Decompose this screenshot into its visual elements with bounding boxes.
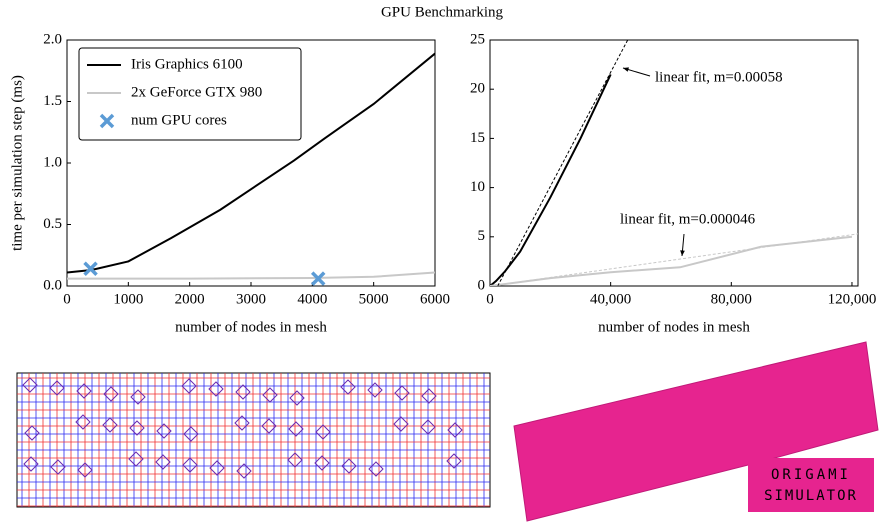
x-tick-label: 2000 (175, 291, 205, 307)
figure-title: GPU Benchmarking (381, 4, 504, 20)
crease (129, 420, 145, 436)
crease (77, 462, 93, 478)
series-line (490, 235, 853, 286)
legend-label: num GPU cores (131, 112, 227, 128)
legend-label: 2x GeForce GTX 980 (131, 84, 262, 100)
crease (128, 451, 144, 467)
x-tick-label: 80,000 (711, 291, 752, 307)
crease (49, 380, 65, 396)
legend-marker (99, 113, 115, 129)
y-tick-label: 1.5 (43, 93, 62, 109)
logo-bg (748, 458, 874, 512)
x-tick-label: 5000 (359, 291, 389, 307)
crease (183, 426, 199, 442)
logo-text: ORIGAMI (771, 467, 851, 483)
crease (262, 387, 278, 403)
legend-box (78, 47, 302, 141)
marker (310, 271, 326, 286)
y-tick-label: 2.0 (43, 31, 62, 47)
crease (209, 460, 225, 476)
crease-pattern (16, 372, 491, 508)
crease (287, 452, 303, 468)
crease (234, 415, 250, 431)
cp-border (16, 372, 491, 508)
y-tick-label: 10 (470, 179, 485, 195)
series-line (67, 52, 435, 274)
y-tick-label: 20 (470, 81, 485, 97)
crease (420, 419, 436, 435)
logo: ORIGAMI SIMULATOR (748, 458, 874, 512)
marker (83, 261, 98, 277)
crease (50, 459, 66, 475)
legend-label: Iris Graphics 6100 (131, 56, 243, 72)
crease (447, 422, 463, 438)
crease (261, 418, 277, 434)
crease (76, 383, 92, 399)
x-tick-label: 40,000 (590, 291, 631, 307)
y-tick-label: 0.0 (43, 277, 62, 293)
series-line (490, 74, 612, 286)
crease (288, 421, 304, 437)
crease (394, 385, 410, 401)
x-tick-label: 4000 (297, 291, 327, 307)
crease (155, 454, 171, 470)
x-tick-label: 0 (63, 291, 71, 307)
crease (368, 461, 384, 477)
crease (289, 390, 305, 406)
x-tick-label: 6000 (420, 291, 450, 307)
crease (236, 463, 252, 479)
y-axis-label: time per simulation step (ms) (9, 75, 25, 251)
y-tick-label: 0.5 (43, 216, 62, 232)
y-tick-label: 15 (470, 130, 485, 146)
crease (446, 453, 462, 469)
y-tick-label: 0 (478, 277, 486, 293)
crease (367, 382, 383, 398)
series-line (490, 233, 858, 286)
x-tick-label: 1000 (113, 291, 143, 307)
crease (156, 423, 172, 439)
crease (421, 388, 437, 404)
crease (75, 414, 91, 430)
crease (235, 384, 251, 400)
x-axis-label: number of nodes in mesh (175, 319, 327, 335)
crease (182, 457, 198, 473)
x-tick-label: 0 (486, 291, 494, 307)
annotation: linear fit, m=0.000046 (620, 211, 756, 227)
crease (314, 455, 330, 471)
crease (181, 378, 197, 394)
crease (130, 389, 146, 405)
crease (24, 425, 40, 441)
y-tick-label: 1.0 (43, 154, 62, 170)
annotation: linear fit, m=0.00058 (655, 69, 783, 85)
crease (341, 458, 357, 474)
arrow-head (623, 67, 629, 72)
crease (393, 416, 409, 432)
series-line (67, 271, 435, 280)
series-line (497, 39, 629, 286)
crease (340, 379, 356, 395)
y-tick-label: 5 (478, 228, 486, 244)
plot-frame (489, 39, 859, 287)
crease (23, 456, 39, 472)
crease (103, 386, 119, 402)
crease (315, 424, 331, 440)
folded-model (513, 341, 879, 522)
crease (102, 417, 118, 433)
y-tick-label: 25 (470, 31, 485, 47)
x-axis-label: number of nodes in mesh (598, 319, 750, 335)
crease (22, 377, 38, 393)
x-tick-label: 3000 (236, 291, 266, 307)
arrow-head (680, 250, 685, 256)
x-tick-label: 120,000 (828, 291, 877, 307)
logo-text: SIMULATOR (764, 488, 858, 504)
crease (208, 381, 224, 397)
